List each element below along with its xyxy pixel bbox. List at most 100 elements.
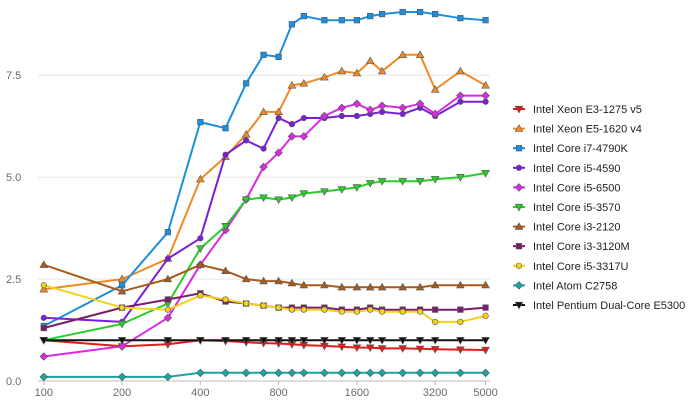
legend-item: Intel Atom C2758 [513,280,617,292]
data-point [516,165,522,171]
data-point [300,369,308,377]
legend: Intel Xeon E3-1275 v5Intel Xeon E5-1620 … [513,104,685,312]
data-point [516,263,522,269]
legend-item: Intel Core i5-3317U [513,261,628,273]
x-tick-label: 1600 [345,387,369,399]
data-point [354,113,360,119]
data-point [223,297,229,303]
series-3 [41,99,488,325]
legend-label: Intel Core i7-4790K [533,143,628,155]
data-point [432,319,438,325]
data-point [289,21,295,27]
data-point [260,369,268,377]
legend-item: Intel Core i3-2120 [513,222,620,234]
data-point [515,282,523,290]
data-point [198,293,204,299]
data-point [378,369,386,377]
data-point [417,9,423,15]
data-point [41,325,47,331]
legend-label: Intel Core i3-2120 [533,222,620,234]
data-point [432,307,438,313]
legend-label: Intel Core i5-3570 [533,202,620,214]
data-point [243,138,249,144]
legend-item: Intel Core i5-4590 [513,163,620,175]
data-point [301,115,307,121]
grid [38,75,490,381]
data-point [353,369,361,377]
data-point [354,17,360,23]
data-point [399,104,407,112]
data-point [416,369,424,377]
data-point [400,309,406,315]
x-tick-label: 3200 [423,387,447,399]
data-point [458,307,464,313]
data-point [119,305,125,311]
data-point [458,319,464,325]
data-point [276,54,282,60]
legend-item: Intel Xeon E3-1275 v5 [513,104,642,116]
data-point [431,369,439,377]
y-tick-label: 2.5 [6,274,21,286]
legend-label: Intel Core i5-4590 [533,163,620,175]
data-point [339,17,345,23]
data-point [275,369,283,377]
series-6 [40,261,489,294]
data-point [399,369,407,377]
data-point [338,104,346,112]
data-point [41,282,47,288]
data-point [242,369,250,377]
data-point [353,100,361,108]
data-point [243,301,249,307]
data-point [367,307,373,313]
x-tick-label: 200 [113,387,131,399]
data-point [367,13,373,19]
y-tick-label: 0.0 [6,376,21,388]
data-point [165,307,171,313]
data-point [276,305,282,311]
series-line [44,55,486,289]
data-point [165,229,171,235]
legend-item: Intel Core i5-6500 [513,182,620,194]
data-point [322,17,328,23]
data-point [322,307,328,313]
data-point [379,309,385,315]
legend-label: Intel Xeon E3-1275 v5 [533,104,642,116]
data-point [165,297,171,303]
legend-item: Intel Core i5-3570 [513,202,620,214]
data-point [400,9,406,15]
data-point [354,309,360,315]
data-point [339,113,345,119]
data-point [288,369,296,377]
series-4 [40,92,489,361]
series-9 [40,369,489,381]
x-tick-label: 100 [35,387,53,399]
legend-item: Intel Pentium Dual-Core E5300 [513,300,685,312]
data-point [222,369,230,377]
data-point [482,92,490,100]
data-point [483,305,489,311]
data-point [321,369,329,377]
data-point [243,81,249,87]
data-point [483,17,489,23]
data-point [516,243,522,249]
data-point [301,13,307,19]
data-point [223,125,229,131]
legend-label: Intel Atom C2758 [533,280,617,292]
x-tick-label: 400 [191,387,209,399]
data-point [339,309,345,315]
data-point [289,121,295,127]
legend-label: Intel Core i3-3120M [533,241,630,253]
data-point [261,146,267,152]
data-point [366,57,374,64]
data-point [40,261,48,268]
data-point [118,373,126,381]
data-point [197,369,205,377]
data-point [301,307,307,313]
data-point [261,303,267,309]
data-point [40,353,48,361]
y-tick-label: 7.5 [6,70,21,82]
x-tick-label: 800 [269,387,287,399]
data-point [458,15,464,21]
series-line [44,96,486,357]
